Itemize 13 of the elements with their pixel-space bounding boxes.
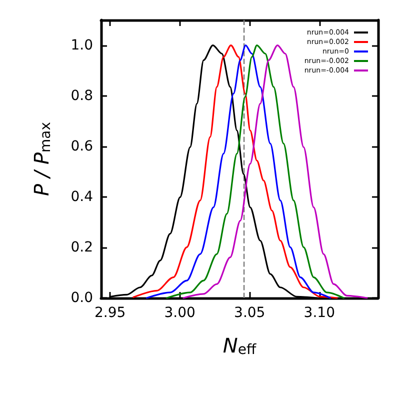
x-tick-label: 3.10 xyxy=(304,305,335,321)
x-tick-label: 2.95 xyxy=(94,305,126,321)
y-axis-title: P / Pmax xyxy=(30,122,54,196)
x-axis-title: Neff xyxy=(222,334,256,358)
y-tick-label: 0.4 xyxy=(70,188,94,205)
y-tick-label: 0.2 xyxy=(70,239,93,256)
y-tick-label: 0.8 xyxy=(70,88,93,104)
x-tick-label: 3.05 xyxy=(234,305,266,321)
y-tick-label: 1.0 xyxy=(70,37,93,54)
y-tick-label: 0.6 xyxy=(70,138,94,154)
y-tick-label: 0.0 xyxy=(70,290,93,306)
line-series xyxy=(182,44,368,299)
x-tick-label: 3.00 xyxy=(164,305,196,321)
